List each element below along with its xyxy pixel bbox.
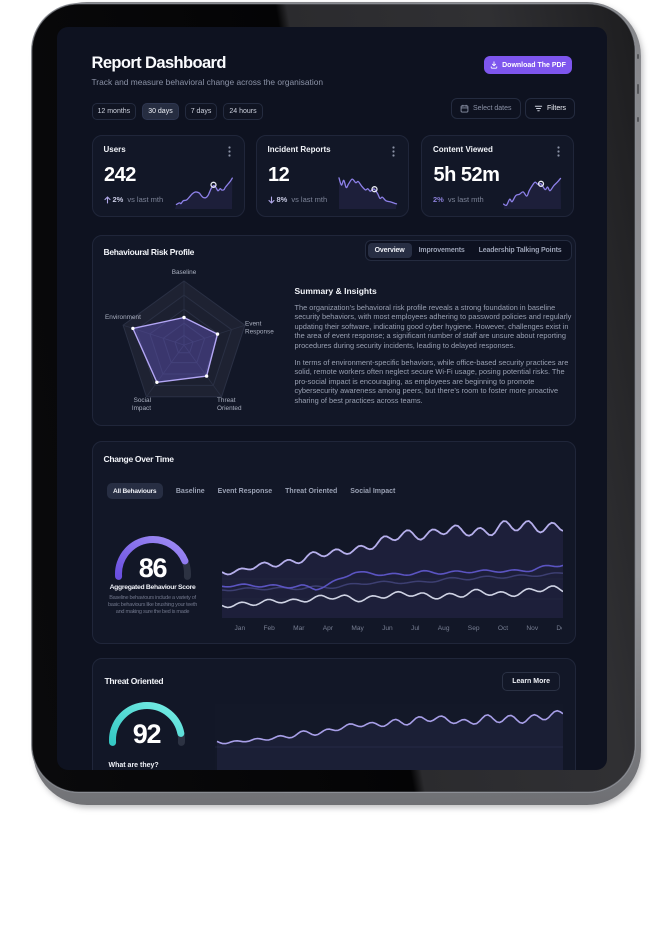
svg-text:Baseline: Baseline bbox=[171, 269, 196, 276]
svg-text:Oriented: Oriented bbox=[217, 405, 242, 412]
svg-text:Threat: Threat bbox=[217, 397, 236, 404]
svg-text:Event: Event bbox=[245, 321, 262, 328]
svg-text:Response: Response bbox=[245, 329, 274, 336]
svg-text:Social: Social bbox=[133, 397, 150, 404]
svg-text:Environment: Environment bbox=[105, 314, 141, 321]
svg-text:Impact: Impact bbox=[131, 405, 150, 412]
